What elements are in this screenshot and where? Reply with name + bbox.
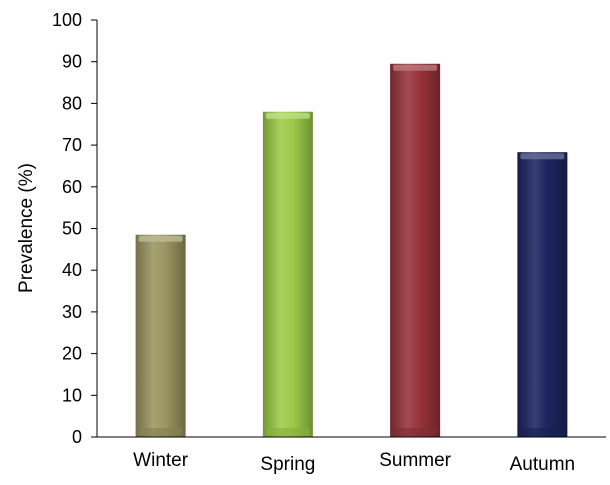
bar-top-highlight — [265, 112, 310, 119]
bar-bottom-bevel — [520, 428, 565, 436]
bar-top-highlight — [393, 64, 438, 71]
y-tick-label: 40 — [62, 260, 82, 280]
y-axis-title: Prevalence (%) — [16, 163, 37, 293]
y-tick-label: 70 — [62, 135, 82, 155]
y-tick-label: 100 — [52, 10, 82, 30]
bar-summer — [390, 63, 441, 437]
bars-layer — [135, 63, 568, 438]
bar-top-highlight — [520, 153, 565, 160]
x-tick-label: Winter — [133, 450, 189, 471]
y-tick-label: 10 — [62, 385, 82, 405]
y-tick-label: 0 — [72, 427, 82, 447]
bar-autumn — [517, 152, 568, 437]
x-tick-label: Summer — [379, 450, 451, 471]
y-tick-label: 30 — [62, 302, 82, 322]
bar-winter — [135, 234, 186, 437]
x-tick-label: Spring — [260, 454, 315, 475]
bar-bottom-bevel — [265, 428, 310, 436]
y-tick-label: 20 — [62, 344, 82, 364]
bar-top-highlight — [138, 235, 183, 242]
bar-bottom-bevel — [393, 428, 438, 436]
y-ticks: 0 10 20 30 40 50 60 70 80 90 100 — [52, 10, 97, 447]
x-tick-labels: Winter Spring Summer Autumn — [133, 450, 575, 475]
x-tick-label: Autumn — [510, 454, 575, 475]
y-tick-label: 50 — [62, 219, 82, 239]
y-tick-label: 60 — [62, 177, 82, 197]
y-tick-label: 90 — [62, 52, 82, 72]
bar-spring — [262, 111, 313, 438]
y-tick-label: 80 — [62, 93, 82, 113]
bar-bottom-bevel — [138, 428, 183, 436]
